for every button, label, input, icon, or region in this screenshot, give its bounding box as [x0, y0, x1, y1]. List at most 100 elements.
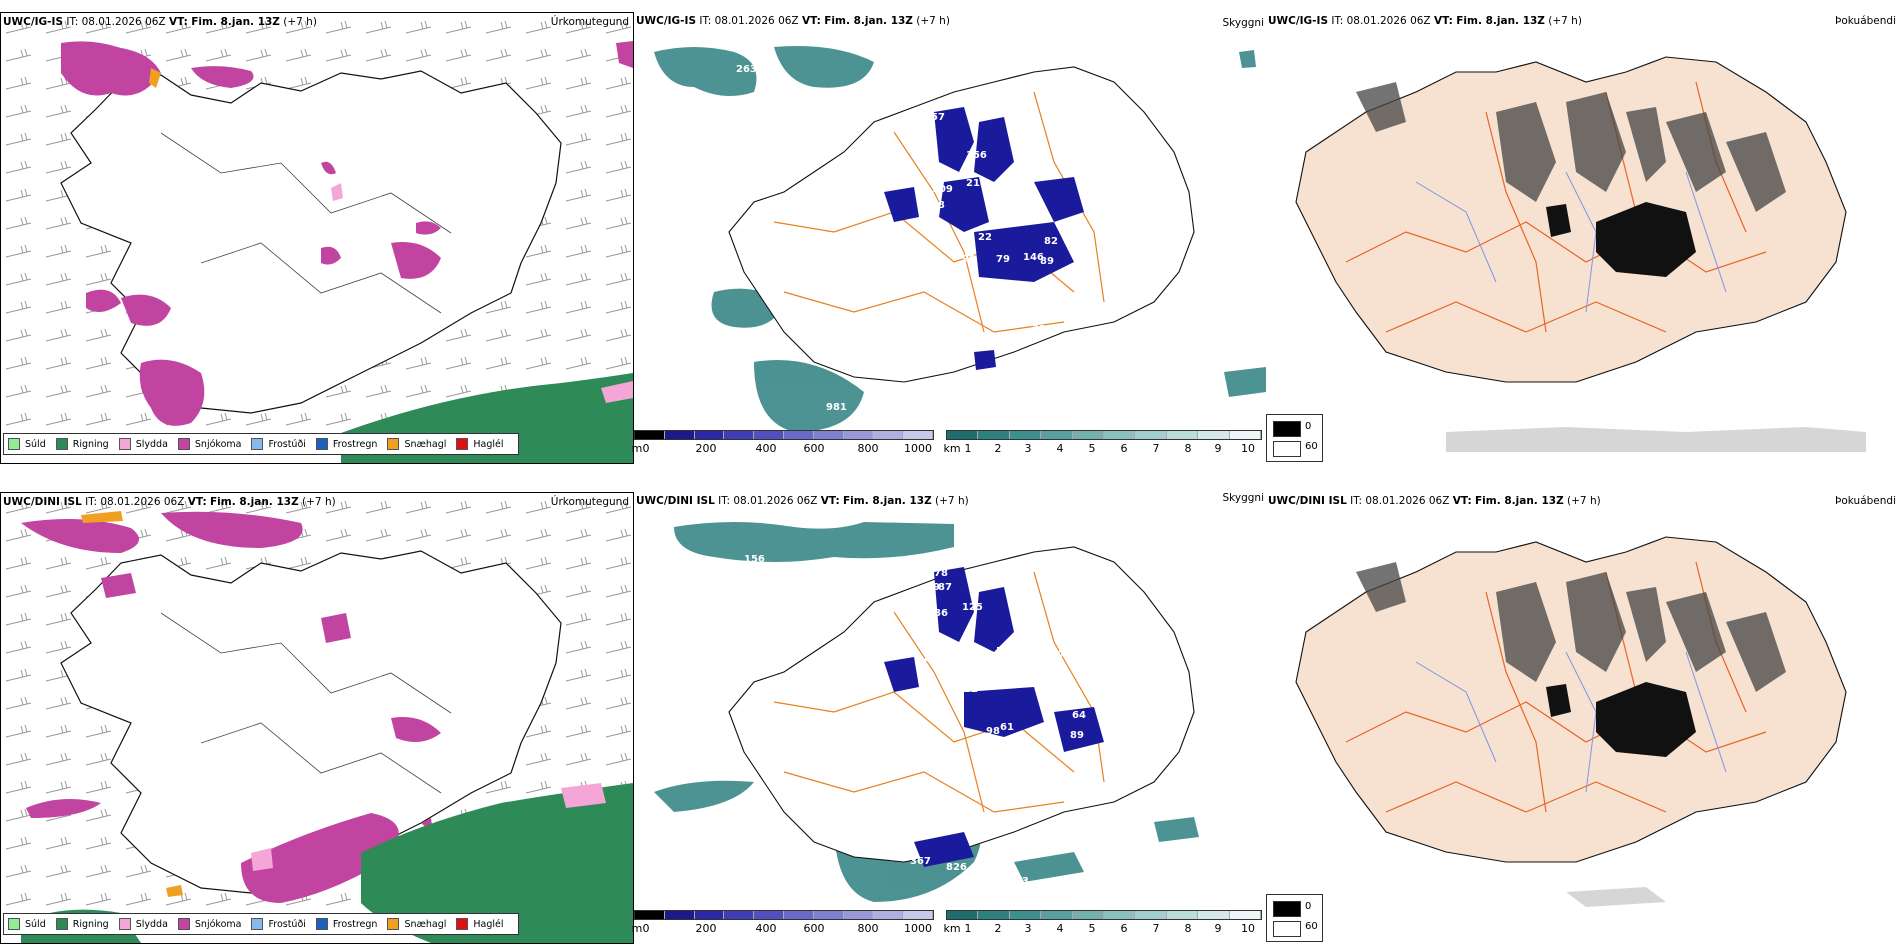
legend-swatch [118, 918, 131, 930]
height-label: 561 [1098, 132, 1119, 143]
height-label: 826 [946, 862, 967, 873]
legend-swatch [251, 918, 264, 930]
legend-item-frostudi: Frostúði [251, 438, 306, 450]
height-label: 952 [706, 514, 727, 525]
panel-title: UWC/DINI ISL IT: 08.01.2026 06Z VT: Fim.… [3, 496, 336, 508]
precip-panel-row2: UWC/DINI ISL IT: 08.01.2026 06Z VT: Fim.… [0, 492, 634, 944]
legend-swatch [315, 918, 328, 930]
height-label: 32 [1066, 794, 1080, 805]
height-label: 22 [978, 232, 992, 243]
legend-swatch-white [1273, 441, 1301, 457]
precip-panel-row1: UWC/IG-IS IT: 08.01.2026 06Z VT: Fim. 8.… [0, 12, 634, 464]
height-label: 82 [964, 684, 978, 695]
height-label: 367 [910, 856, 931, 867]
height-label: 207 [754, 512, 775, 515]
height-label: 981 [826, 402, 847, 413]
legend-swatch [118, 438, 131, 450]
legend-swatch [8, 918, 20, 930]
legend-swatch [177, 918, 190, 930]
legend-swatch [251, 438, 264, 450]
panel-title: UWC/IG-IS IT: 08.01.2026 06Z VT: Fim. 8.… [3, 16, 317, 28]
panel-label: Skyggni [1222, 492, 1265, 504]
legend-item-sudl: Súld [8, 918, 46, 930]
colorbar-ticks: km 1 2 3 4 5 6 7 8 9 10 [943, 442, 1255, 455]
visibility-map: 9522072831566978878612547837784594083971… [654, 512, 1199, 902]
height-label: 89 [886, 222, 900, 233]
panel-label: Úrkomutegund [550, 16, 629, 28]
height-label: 59 [996, 646, 1010, 657]
height-label: 156 [744, 554, 765, 565]
visibility-colorbar: km 1 2 3 4 5 6 7 8 9 10 [943, 430, 1262, 460]
cloudbase-colorbar: m 0 200 400 600 800 1000 [631, 430, 934, 460]
legend-swatch-white [1273, 921, 1301, 937]
height-label: 54 [1124, 154, 1138, 165]
colorbar-cells [946, 430, 1262, 440]
legend-swatch [387, 918, 400, 930]
legend-swatch-black [1273, 901, 1301, 917]
height-label: 156 [966, 150, 987, 161]
height-label: 90 [962, 254, 976, 265]
fog-panel-row1: UWC/IG-IS IT: 08.01.2026 06Z VT: Fim. 8.… [1266, 12, 1900, 464]
legend-swatch [456, 438, 469, 450]
legend-item-frostudi: Frostúði [251, 918, 306, 930]
panel-label: Þokuábendi [1835, 495, 1896, 507]
height-label: 89 [1070, 730, 1084, 741]
panel-label: Þokuábendi [1835, 15, 1896, 27]
height-label: 81 [923, 166, 937, 177]
legend-swatch [55, 918, 68, 930]
legend-swatch [315, 438, 328, 450]
legend-item-snjokoma: Snjókoma [177, 918, 241, 930]
legend-item-snaehagl: Snæhagl [387, 438, 446, 450]
panel-title: UWC/IG-IS IT: 08.01.2026 06Z VT: Fim. 8.… [1268, 15, 1582, 27]
legend-swatch [55, 438, 68, 450]
height-label: 86 [934, 608, 948, 619]
legend-item-rigning: Rigning [55, 918, 109, 930]
height-label: 147 [1058, 624, 1079, 635]
height-label: 32 [1032, 324, 1046, 335]
panel-label: Úrkomutegund [550, 496, 629, 508]
visibility-panel-row1: UWC/IG-IS IT: 08.01.2026 06Z VT: Fim. 8.… [631, 12, 1266, 464]
legend-swatch [177, 438, 190, 450]
visibility-colorbar: km 1 2 3 4 5 6 7 8 9 10 [943, 910, 1262, 940]
height-label: 84 [989, 666, 1003, 677]
height-label: 146 [1023, 252, 1044, 263]
height-label: 61 [1000, 722, 1014, 733]
colorbar-cells [946, 910, 1262, 920]
height-label: 64 [1072, 710, 1086, 721]
height-label: 263 [736, 64, 757, 75]
precip-legend: Súld Rigning Slydda Snjókoma Frostúði Fr… [3, 913, 519, 935]
height-label: 143 [760, 80, 781, 91]
height-label: 979 [740, 38, 761, 49]
height-label: 108 [1062, 640, 1083, 651]
panel-title: UWC/DINI ISL IT: 08.01.2026 06Z VT: Fim.… [636, 495, 969, 507]
cloudbase-colorbar: m 0 200 400 600 800 1000 [631, 910, 934, 940]
colorbar-ticks: m 0 200 400 600 800 1000 [631, 922, 932, 935]
height-label: 63 [1094, 152, 1108, 163]
fog-map [1295, 56, 1866, 452]
panel-label: Skyggni [1222, 17, 1265, 29]
legend-swatch [387, 438, 400, 450]
model-name: UWC/DINI ISL [3, 496, 82, 508]
colorbar-cells [634, 910, 934, 920]
height-label: 478 [924, 654, 945, 665]
height-label: 82 [1044, 236, 1058, 247]
panel-title: UWC/IG-IS IT: 08.01.2026 06Z VT: Fim. 8.… [636, 15, 950, 27]
colorbar-ticks: m 0 200 400 600 800 1000 [631, 442, 932, 455]
legend-item-snjokoma: Snjókoma [177, 438, 241, 450]
height-label: 57 [931, 112, 945, 123]
legend-swatch [8, 438, 20, 450]
fog-legend: 0 60 [1266, 894, 1323, 942]
legend-item-slydda: Slydda [118, 438, 168, 450]
colorbar-cells [634, 430, 934, 440]
height-label: 377 [958, 670, 979, 681]
height-label: 397 [1044, 650, 1065, 661]
height-label: 125 [962, 602, 983, 613]
height-label: 109 [932, 184, 953, 195]
legend-item-hagl: Haglél [456, 918, 504, 930]
height-label: 78 [934, 568, 948, 579]
height-label: 408 [1012, 660, 1033, 671]
legend-swatch-black [1273, 421, 1301, 437]
precip-map [1, 493, 633, 943]
height-label: 87 [938, 582, 952, 593]
